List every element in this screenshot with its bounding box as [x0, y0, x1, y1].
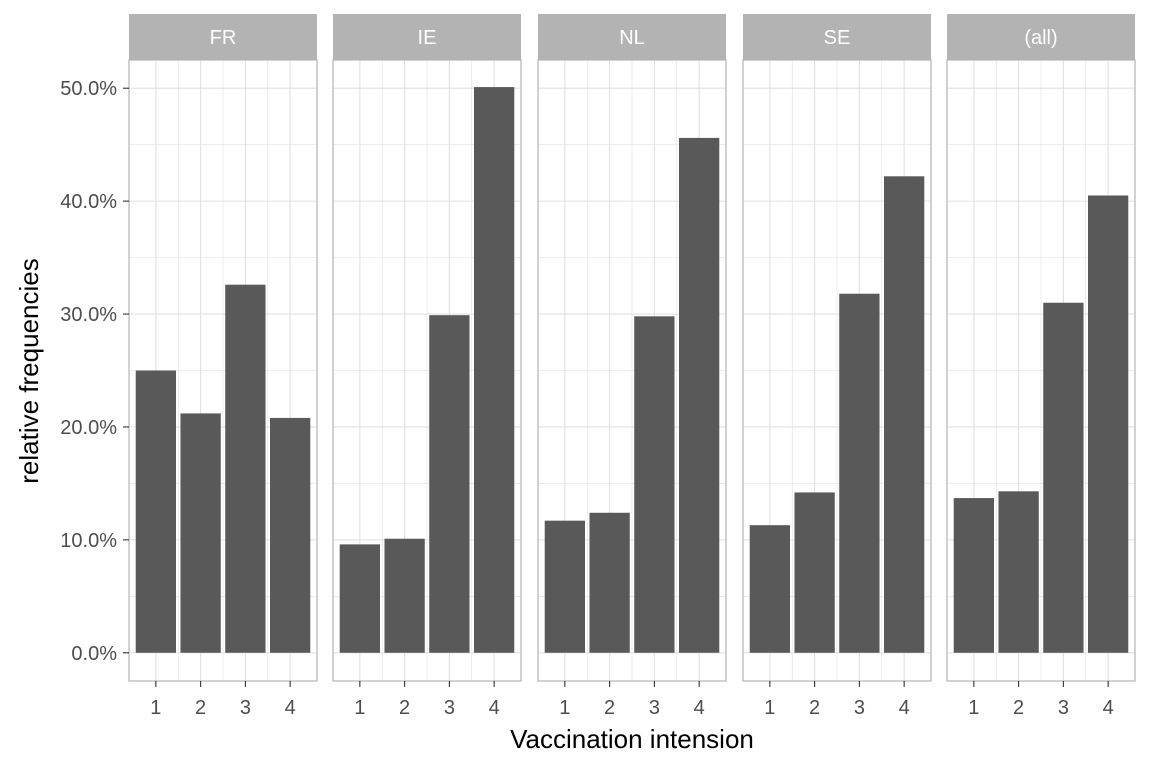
x-tick-label: 1	[354, 697, 365, 719]
bar-IE-4	[474, 87, 515, 653]
bar-all-1	[953, 498, 994, 653]
y-tick-label: 20.0%	[60, 417, 117, 439]
x-tick-label: 2	[1013, 697, 1024, 719]
bar-IE-1	[339, 544, 380, 653]
x-tick-label: 4	[1103, 697, 1114, 719]
x-tick-label: 2	[809, 697, 820, 719]
x-tick-label: 4	[899, 697, 910, 719]
facet-strip-label: SE	[824, 27, 851, 49]
facet-strip	[333, 14, 521, 60]
x-tick-label: 4	[694, 697, 705, 719]
x-tick-label: 4	[489, 697, 500, 719]
x-tick-label: 2	[399, 697, 410, 719]
y-axis-title: relative frequencies	[14, 258, 44, 483]
bar-all-2	[998, 491, 1039, 653]
x-tick-label: 3	[1058, 697, 1069, 719]
facet-strip-label: (all)	[1024, 27, 1057, 49]
x-tick-label: 4	[285, 697, 296, 719]
panel-border	[332, 59, 522, 682]
bar-SE-2	[794, 492, 835, 653]
y-tick-label: 40.0%	[60, 191, 117, 213]
facet-panels: FR 1 2 3 4 IE 1 2 3 4 NL 1 2 3 4 SE 1 2 3 4 (all) 1 2 3 4	[128, 14, 1136, 719]
bar-FR-3	[225, 284, 266, 653]
x-tick-label: 1	[150, 697, 161, 719]
bar-FR-4	[270, 417, 311, 653]
y-tick-label: 30.0%	[60, 304, 117, 326]
bar-all-3	[1043, 302, 1084, 653]
facet-strip-label: NL	[619, 27, 645, 49]
bar-SE-3	[839, 293, 880, 653]
x-tick-label: 1	[968, 697, 979, 719]
bar-FR-2	[180, 413, 221, 653]
x-tick-label: 1	[764, 697, 775, 719]
bar-NL-4	[679, 137, 720, 653]
facet-panel-all: (all) 1 2 3 4	[946, 14, 1136, 719]
bar-SE-4	[884, 176, 925, 653]
facet-panel-FR: FR 1 2 3 4	[128, 14, 318, 719]
bar-NL-3	[634, 316, 675, 653]
x-axis-title: Vaccination intension	[510, 724, 754, 754]
bar-NL-1	[544, 520, 585, 653]
bar-FR-1	[135, 370, 176, 653]
facet-strip	[947, 14, 1135, 60]
y-tick-label: 10.0%	[60, 530, 117, 552]
facet-strip	[743, 14, 931, 60]
x-tick-label: 3	[854, 697, 865, 719]
bar-SE-1	[749, 525, 790, 653]
facet-panel-IE: IE 1 2 3 4	[332, 14, 522, 719]
x-tick-label: 2	[195, 697, 206, 719]
x-tick-label: 2	[604, 697, 615, 719]
y-tick-label: 0.0%	[71, 643, 117, 665]
facet-strip-label: IE	[418, 27, 437, 49]
facet-panel-NL: NL 1 2 3 4	[537, 14, 727, 719]
panel-border	[946, 59, 1136, 682]
panel-border	[742, 59, 932, 682]
facet-strip	[538, 14, 726, 60]
x-tick-label: 3	[649, 697, 660, 719]
y-axis: 0.0% 10.0% 20.0% 30.0% 40.0% 50.0%	[60, 78, 129, 665]
x-tick-label: 3	[444, 697, 455, 719]
bar-all-4	[1088, 195, 1129, 653]
x-tick-label: 1	[559, 697, 570, 719]
panel-border	[537, 59, 727, 682]
facet-strip-label: FR	[210, 27, 237, 49]
y-tick-label: 50.0%	[60, 78, 117, 100]
bar-IE-3	[429, 315, 470, 653]
bar-IE-2	[384, 538, 425, 653]
facet-strip	[129, 14, 317, 60]
facet-panel-SE: SE 1 2 3 4	[742, 14, 932, 719]
panel-border	[128, 59, 318, 682]
bar-NL-2	[589, 512, 630, 653]
x-tick-label: 3	[240, 697, 251, 719]
